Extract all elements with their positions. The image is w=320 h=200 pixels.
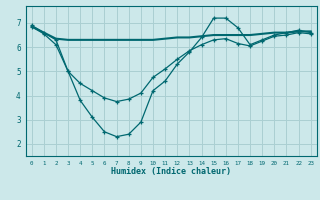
X-axis label: Humidex (Indice chaleur): Humidex (Indice chaleur): [111, 167, 231, 176]
